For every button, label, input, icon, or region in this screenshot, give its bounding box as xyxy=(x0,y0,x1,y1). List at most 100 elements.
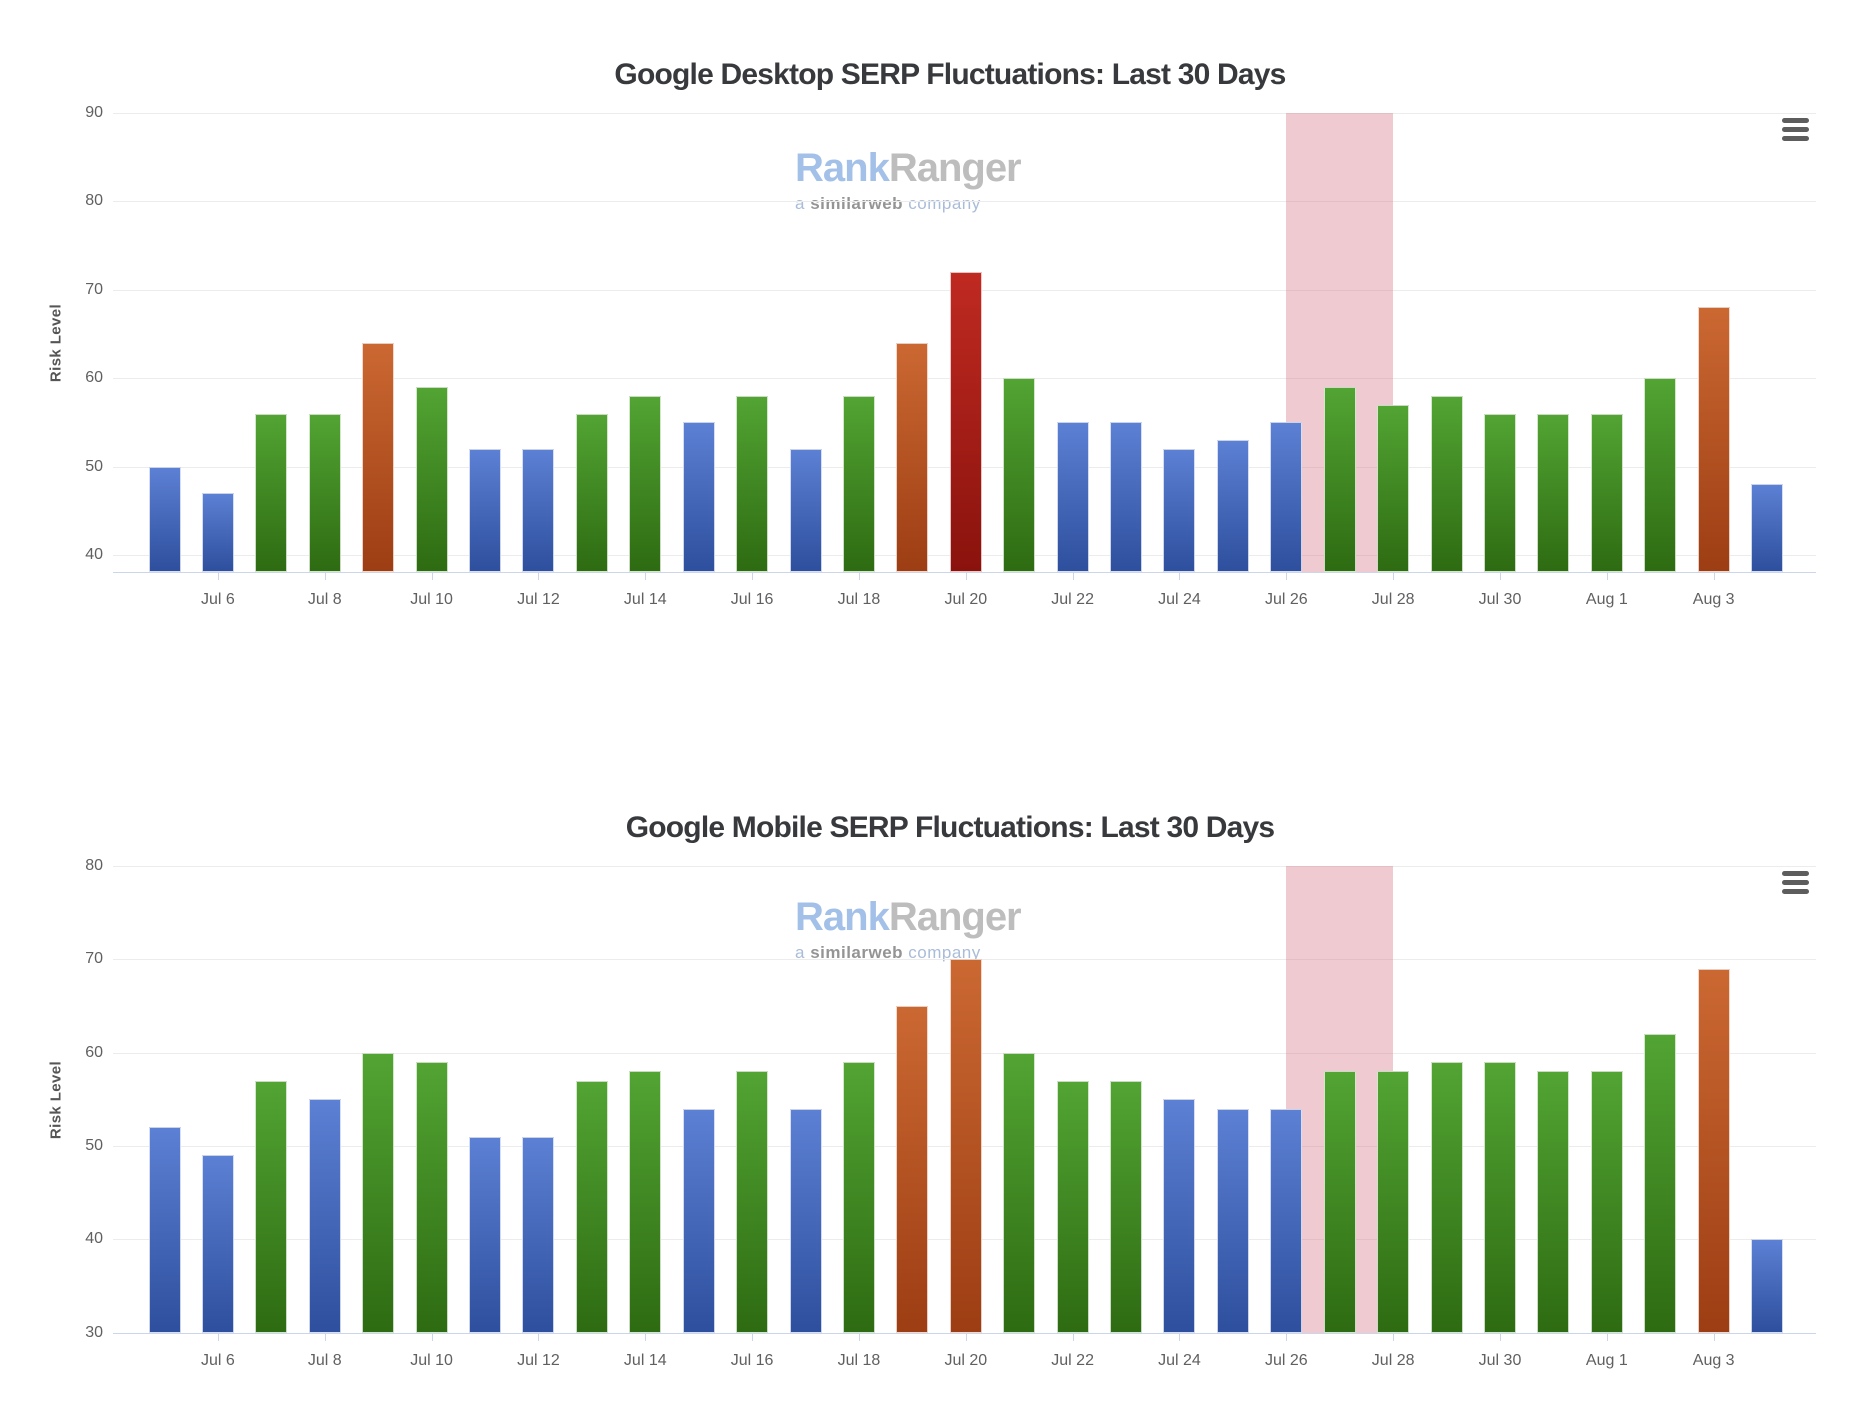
bar[interactable] xyxy=(842,395,875,572)
bar[interactable] xyxy=(1270,1108,1303,1333)
x-tick-label: Jul 30 xyxy=(1478,1352,1522,1369)
x-axis-tick xyxy=(752,1333,754,1341)
bar[interactable] xyxy=(1644,1033,1677,1333)
bar[interactable] xyxy=(201,1155,234,1333)
x-axis-tick xyxy=(217,1333,219,1341)
bar[interactable] xyxy=(1216,440,1249,572)
bar[interactable] xyxy=(201,493,234,572)
bar[interactable] xyxy=(1537,1071,1570,1333)
x-axis-tick xyxy=(1393,1333,1395,1341)
x-axis-tick xyxy=(431,572,433,580)
x-axis-tick xyxy=(965,572,967,580)
bar[interactable] xyxy=(896,1005,929,1333)
similarweb-tagline: a similarweb company xyxy=(795,943,981,962)
bar[interactable] xyxy=(1377,1071,1410,1333)
bar[interactable] xyxy=(682,1108,715,1333)
hamburger-menu-icon[interactable] xyxy=(1782,871,1809,894)
bar[interactable] xyxy=(148,466,181,572)
bar[interactable] xyxy=(1110,422,1143,572)
bar[interactable] xyxy=(896,342,929,572)
x-tick-label: Jul 26 xyxy=(1264,591,1308,608)
bar[interactable] xyxy=(1484,1061,1516,1333)
bar[interactable] xyxy=(736,1071,769,1333)
bar[interactable] xyxy=(1323,1071,1356,1333)
rankranger-logo-text: RankRanger xyxy=(795,895,1022,939)
bar[interactable] xyxy=(1110,1080,1143,1333)
bar[interactable] xyxy=(148,1127,181,1333)
x-tick-label: Jul 10 xyxy=(410,1352,453,1369)
x-axis-tick xyxy=(1393,572,1395,580)
bar[interactable] xyxy=(469,448,502,572)
bar[interactable] xyxy=(575,1080,608,1333)
bar[interactable] xyxy=(1377,404,1410,572)
x-tick-label: Jul 6 xyxy=(201,591,235,608)
bar[interactable] xyxy=(362,1052,395,1333)
x-axis-tick xyxy=(431,1333,433,1341)
x-axis-tick xyxy=(1179,1333,1181,1341)
bar[interactable] xyxy=(1163,1099,1196,1333)
bar[interactable] xyxy=(1003,1052,1036,1333)
x-axis-tick xyxy=(645,572,647,580)
x-tick-label: Jul 8 xyxy=(307,591,342,608)
bar[interactable] xyxy=(362,342,395,572)
bar[interactable] xyxy=(949,959,982,1333)
grid-line xyxy=(113,866,1816,867)
bar[interactable] xyxy=(1751,484,1784,572)
x-tick-label: Aug 1 xyxy=(1585,1352,1628,1369)
x-tick-label: Jul 12 xyxy=(517,1352,560,1369)
hamburger-menu-icon[interactable] xyxy=(1782,118,1809,141)
bar[interactable] xyxy=(789,1108,822,1333)
bar[interactable] xyxy=(736,395,769,572)
x-axis-tick xyxy=(1286,1333,1288,1341)
bar[interactable] xyxy=(1430,1061,1463,1333)
rankranger-watermark-logo: RankRanger a similarweb company xyxy=(795,146,1022,213)
bar[interactable] xyxy=(682,422,715,572)
y-tick-label: 30 xyxy=(85,1323,103,1341)
bar[interactable] xyxy=(1537,413,1570,572)
bar[interactable] xyxy=(1751,1239,1784,1333)
bar[interactable] xyxy=(1323,387,1356,572)
bar[interactable] xyxy=(415,1061,448,1333)
x-tick-label: Jul 6 xyxy=(201,1352,235,1369)
rankranger-logo-text: RankRanger xyxy=(795,146,1022,190)
bar[interactable] xyxy=(1163,448,1196,572)
bar[interactable] xyxy=(1056,422,1089,572)
bar[interactable] xyxy=(575,413,608,572)
x-tick-label: Jul 16 xyxy=(730,1352,774,1369)
bar[interactable] xyxy=(1697,307,1730,572)
x-axis-tick xyxy=(538,1333,540,1341)
bar[interactable] xyxy=(469,1136,502,1333)
bar[interactable] xyxy=(1590,413,1623,572)
bar[interactable] xyxy=(1430,395,1463,572)
bar[interactable] xyxy=(1484,413,1516,572)
bar[interactable] xyxy=(1590,1071,1623,1333)
bar[interactable] xyxy=(1270,422,1303,572)
bar[interactable] xyxy=(1056,1080,1089,1333)
bar[interactable] xyxy=(629,395,662,572)
bar[interactable] xyxy=(308,413,341,572)
bar[interactable] xyxy=(629,1071,662,1333)
bar[interactable] xyxy=(415,387,448,572)
bar[interactable] xyxy=(1216,1108,1249,1333)
bar[interactable] xyxy=(522,1136,555,1333)
x-tick-label: Jul 10 xyxy=(410,591,453,608)
x-tick-label: Jul 28 xyxy=(1371,591,1415,608)
x-tick-label: Jul 14 xyxy=(623,1352,667,1369)
bar[interactable] xyxy=(522,448,555,572)
bar[interactable] xyxy=(789,448,822,572)
bar[interactable] xyxy=(255,1080,288,1333)
bar[interactable] xyxy=(1644,378,1677,572)
x-axis-tick xyxy=(1606,572,1608,580)
desktop-chart-title: Google Desktop SERP Fluctuations: Last 3… xyxy=(614,58,1286,91)
bar[interactable] xyxy=(255,413,288,572)
similarweb-tagline: a similarweb company xyxy=(795,194,981,213)
bar[interactable] xyxy=(1003,378,1036,572)
x-tick-label: Jul 26 xyxy=(1264,1352,1308,1369)
bar[interactable] xyxy=(842,1061,875,1333)
x-tick-label: Aug 3 xyxy=(1692,1352,1735,1369)
y-tick-label: 40 xyxy=(85,1230,103,1248)
bar[interactable] xyxy=(949,272,982,572)
bar[interactable] xyxy=(1697,968,1730,1333)
bar[interactable] xyxy=(308,1099,341,1333)
